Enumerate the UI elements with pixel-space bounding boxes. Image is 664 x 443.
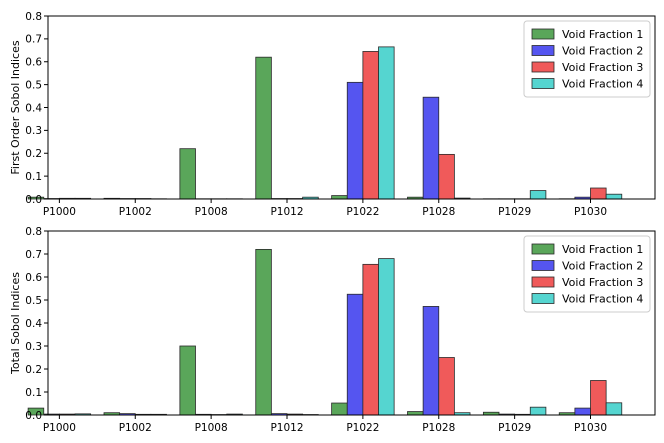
legend-label: Void Fraction 1: [562, 243, 643, 256]
y-tick-label: 0.4: [25, 102, 42, 114]
y-tick-label: 0.2: [25, 364, 42, 376]
y-tick-label: 0.5: [25, 79, 42, 91]
x-tick-label: P1008: [195, 206, 228, 218]
y-tick-label: 0.8: [25, 226, 42, 238]
x-tick-label: P1030: [574, 206, 607, 218]
bar-void-fraction-2-p1022: [346, 293, 364, 416]
x-tick-label: P1029: [498, 206, 531, 218]
bar-void-fraction-2-p1028: [422, 306, 440, 416]
y-axis-title: First Order Sobol Indices: [9, 40, 22, 174]
legend-label: Void Fraction 1: [562, 28, 643, 41]
bar-void-fraction-1-p1008: [179, 345, 196, 416]
bar-void-fraction-3-p1022: [362, 51, 379, 200]
bar-void-fraction-1-p1012: [255, 56, 272, 200]
bar-void-fraction-1-p1022: [331, 195, 348, 200]
x-tick-label: P1022: [346, 422, 379, 434]
y-tick-label: 0.2: [25, 148, 42, 160]
legend-swatch: [531, 276, 555, 288]
x-tick-label: P1029: [498, 422, 531, 434]
legend-label: Void Fraction 2: [562, 260, 643, 273]
legend-label: Void Fraction 3: [562, 276, 643, 289]
bar-void-fraction-2-p1028: [422, 96, 440, 200]
y-tick-label: 0.4: [25, 318, 42, 330]
bar-void-fraction-4-p1030: [605, 402, 623, 416]
legend-label: Void Fraction 2: [562, 45, 643, 58]
legend-swatch: [531, 45, 555, 56]
x-tick-label: P1012: [270, 422, 303, 434]
x-tick-label: P1000: [43, 422, 76, 434]
legend-swatch: [531, 260, 555, 271]
legend: Void Fraction 1 Void Fraction 2 Void Fract…: [523, 235, 651, 313]
bar-void-fraction-3-p1022: [362, 263, 379, 416]
legend-swatch: [531, 293, 555, 304]
legend-label: Void Fraction 4: [562, 293, 643, 306]
bar-void-fraction-1-p1028: [407, 411, 424, 416]
bar-void-fraction-2-p1030: [574, 407, 591, 416]
x-tick-label: P1030: [574, 422, 607, 434]
chart-panel-first-order: 0.0 0.1 0.2 0.3 0.4 0.5 0.6 0.7 0.8 P1000 P1002 P10…: [9, 11, 656, 218]
y-tick-label: 0.6: [25, 57, 42, 69]
chart-panel-total: 0.0 0.1 0.2 0.3 0.4 0.5 0.6 0.7 0.8 P1000 P1002 P10…: [9, 226, 656, 434]
legend-box: [523, 235, 651, 313]
bar-void-fraction-1-p1000: [27, 407, 45, 416]
x-tick-label: P1002: [119, 422, 152, 434]
y-tick-label: 0.5: [25, 295, 42, 307]
legend-swatch: [531, 78, 555, 89]
bar-void-fraction-1-p1000: [27, 196, 45, 200]
x-tick-label: P1002: [119, 206, 152, 218]
y-tick-label: 0.6: [25, 272, 42, 284]
x-tick-label: P1022: [346, 206, 379, 218]
bar-void-fraction-4-p1022: [378, 46, 395, 200]
y-tick-label: 0.3: [25, 341, 42, 353]
bar-void-fraction-2-p1022: [346, 81, 364, 200]
y-tick-label: 0.0: [25, 410, 42, 422]
y-tick-label: 0.7: [25, 34, 42, 46]
legend-swatch: [531, 61, 555, 73]
x-tick-label: P1000: [43, 206, 76, 218]
x-tick-label: P1008: [195, 422, 228, 434]
bar-void-fraction-4-p1030: [605, 193, 623, 200]
bar-void-fraction-1-p1008: [179, 148, 196, 200]
y-tick-label: 0.3: [25, 125, 42, 137]
y-tick-label: 0.1: [25, 171, 42, 183]
x-tick-label: P1028: [422, 206, 455, 218]
bar-void-fraction-4-p1029: [529, 190, 547, 200]
bar-void-fraction-3-p1030: [590, 380, 607, 416]
y-tick-label: 0.1: [25, 387, 42, 399]
bar-void-fraction-4-p1022: [378, 258, 395, 416]
y-tick-label: 0.0: [25, 194, 42, 206]
y-tick-label: 0.7: [25, 249, 42, 261]
bar-void-fraction-1-p1022: [331, 402, 348, 416]
legend: Void Fraction 1 Void Fraction 2 Void Fract…: [523, 20, 651, 98]
y-tick-label: 0.8: [25, 11, 42, 23]
legend-box: [523, 20, 651, 98]
bar-void-fraction-3-p1030: [590, 187, 607, 200]
y-axis-title: Total Sobol Indices: [9, 272, 22, 375]
bar-void-fraction-3-p1028: [438, 357, 455, 416]
bar-void-fraction-3-p1028: [438, 153, 455, 200]
bar-void-fraction-4-p1029: [529, 406, 547, 416]
x-tick-label: P1012: [270, 206, 303, 218]
legend-label: Void Fraction 4: [562, 78, 643, 91]
legend-swatch: [531, 28, 555, 40]
legend-label: Void Fraction 3: [562, 61, 643, 74]
bar-void-fraction-1-p1012: [255, 248, 272, 416]
x-tick-label: P1028: [422, 422, 455, 434]
legend-swatch: [531, 243, 555, 255]
